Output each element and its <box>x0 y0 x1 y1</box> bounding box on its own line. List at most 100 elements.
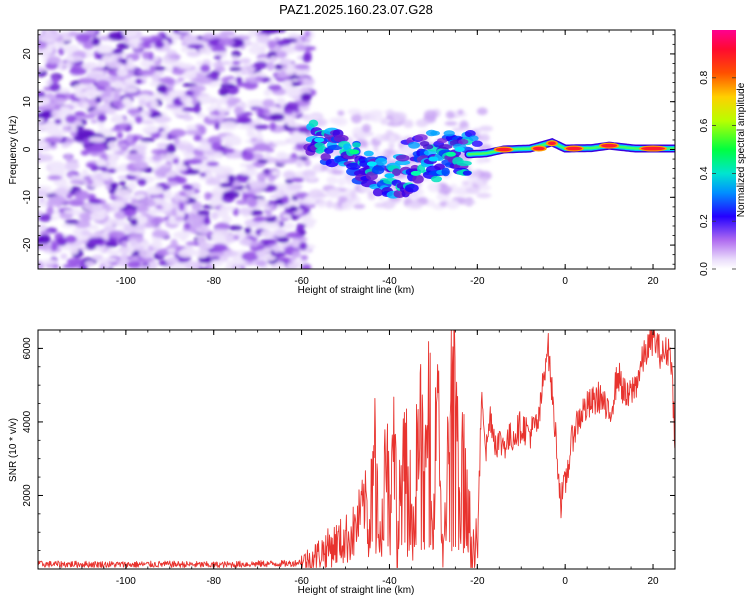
spectrogram-noise-blob <box>101 171 111 179</box>
spectrogram-noise-blob <box>185 129 202 136</box>
spectrogram-noise-blob <box>110 127 125 132</box>
spectrogram-noise-blob <box>241 151 254 161</box>
spectrogram-noise-blob <box>113 91 121 100</box>
spectrogram-noise-blob <box>250 241 259 247</box>
spectrogram-noise-blob <box>276 153 294 158</box>
spectrogram-noise-blob <box>90 119 98 124</box>
spectrogram-signal-blob <box>443 130 455 137</box>
spectrogram-noise-blob <box>114 220 122 226</box>
spectrogram-noise-blob <box>91 142 106 153</box>
spectrogram-noise-blob <box>301 263 312 269</box>
spectrogram-hotspot <box>547 141 556 146</box>
snr-x-axis: -100 -80 -60 -40 -20 0 20 <box>37 330 676 587</box>
spectrogram-halo-blob <box>442 190 450 196</box>
spectrogram-noise-blob <box>82 39 93 49</box>
spectrogram-noise-blob <box>139 265 152 269</box>
spectrogram-signal-blob <box>434 163 446 171</box>
spectrogram-noise-blob <box>284 101 299 111</box>
spectrogram-noise-blob <box>154 40 165 49</box>
spectrogram-noise-blob <box>260 230 276 238</box>
spectrogram-noise-blob <box>140 137 155 143</box>
spectrogram-halo-blob <box>446 199 459 210</box>
spectrogram-noise-blob <box>194 86 201 97</box>
spectrogram-signal-blob <box>458 138 469 145</box>
spectrogram-noise-blob <box>279 58 292 66</box>
spectrogram-noise-blob <box>124 64 136 71</box>
spectrogram-noise-blob <box>257 107 265 117</box>
spectrogram-halo-blob <box>308 189 325 199</box>
spectrogram-halo-blob <box>353 203 366 210</box>
snr-x-label: Height of straight line (km) <box>298 585 415 596</box>
spectrogram-noise-blob <box>96 246 106 252</box>
spectrogram-noise-blob <box>72 228 83 236</box>
spectrogram-noise-blob <box>291 239 301 248</box>
snr-x-tick-label: -100 <box>116 576 136 587</box>
spectrogram-noise-blob <box>211 187 224 197</box>
snr-frame <box>37 329 676 570</box>
spectrogram-noise-blob <box>149 92 165 102</box>
spectrogram-noise-blob <box>47 161 66 171</box>
snr-x-tick-label: -60 <box>294 576 309 587</box>
spectrogram-noise-blob <box>186 43 205 49</box>
spectrogram-noise-blob <box>87 203 104 213</box>
spectrogram-noise-blob <box>135 78 143 84</box>
spectrogram-halo-blob <box>452 127 464 133</box>
spectrogram-noise-blob <box>179 93 188 102</box>
spectrogram-noise-blob <box>210 142 222 151</box>
spectrogram-noise-blob <box>69 246 79 255</box>
spectrogram-noise-blob <box>148 260 158 269</box>
spectrogram-noise-blob <box>105 249 113 255</box>
spectrogram-halo-blob <box>372 146 380 152</box>
spectrogram-noise-blob <box>96 158 106 167</box>
spectrogram-halo-blob <box>476 192 492 199</box>
spectrogram-noise-blob <box>204 217 211 226</box>
spectrogram-noise-blob <box>282 222 295 230</box>
spectrogram-noise-blob <box>123 208 137 217</box>
spectrogram-noise-blob <box>124 86 139 94</box>
spectrogram-noise-blob <box>262 99 275 108</box>
spectrogram-noise-blob <box>64 219 80 225</box>
spectrogram-noise-blob <box>269 194 283 199</box>
spectrogram-noise-blob <box>209 115 218 120</box>
spectrogram-bright-patch <box>454 147 465 152</box>
spectrogram-noise-blob <box>246 132 257 138</box>
spectrogram-noise-blob <box>40 259 58 265</box>
spectrogram-noise-blob <box>183 222 192 230</box>
spectrogram-noise-blob <box>86 162 96 168</box>
spectrogram-noise-blob <box>232 207 240 217</box>
spectrogram-noise-blob <box>248 45 266 55</box>
spectrogram-noise-blob <box>118 180 127 186</box>
snr-y-tick-label: 2000 <box>22 484 33 507</box>
spectrogram-noise-blob <box>275 261 286 269</box>
spectrogram-noise-blob <box>178 201 185 212</box>
spectrogram-noise-blob <box>117 122 129 129</box>
spectrogram-signal-blob <box>436 137 448 144</box>
spectrogram-signal-blob <box>430 130 441 136</box>
spectrogram-noise-blob <box>276 50 287 59</box>
spectrogram-noise-blob <box>281 195 290 205</box>
spectrogram-noise-blob <box>261 30 279 34</box>
spectrogram-noise-blob <box>185 261 201 269</box>
spectrogram-noise-blob <box>46 201 57 208</box>
spectrogram-noise-blob <box>232 60 241 65</box>
spectrogram-noise-blob <box>74 111 86 117</box>
spectrogram-noise-blob <box>78 77 96 85</box>
spectrogram-noise-blob <box>87 224 99 231</box>
spectrogram-halo-blob <box>337 196 348 203</box>
spectrogram-noise-blob <box>194 248 209 258</box>
spectrogram-noise-blob <box>55 187 69 197</box>
spectrogram-noise-blob <box>130 198 138 204</box>
spectrogram-signal-blob <box>333 134 349 143</box>
spectrogram-signal-blob <box>430 175 443 183</box>
spectrogram-noise-blob <box>214 66 226 73</box>
spectrogram-y-tick-label: -10 <box>22 190 33 205</box>
spectrogram-noise-blob <box>123 78 137 85</box>
colorbar-gradient <box>712 30 736 269</box>
spectrogram-noise-blob <box>241 187 249 193</box>
spectrogram-noise-blob <box>244 227 252 235</box>
spectrogram-noise-blob <box>97 113 107 123</box>
colorbar-ticks: 0.0 0.2 0.4 0.6 0.8 <box>699 70 736 276</box>
spectrogram-noise-blob <box>218 87 229 97</box>
spectrogram-noise-blob <box>256 172 267 181</box>
spectrogram-x-axis: -100 -80 -60 -40 -20 0 20 <box>37 30 676 287</box>
